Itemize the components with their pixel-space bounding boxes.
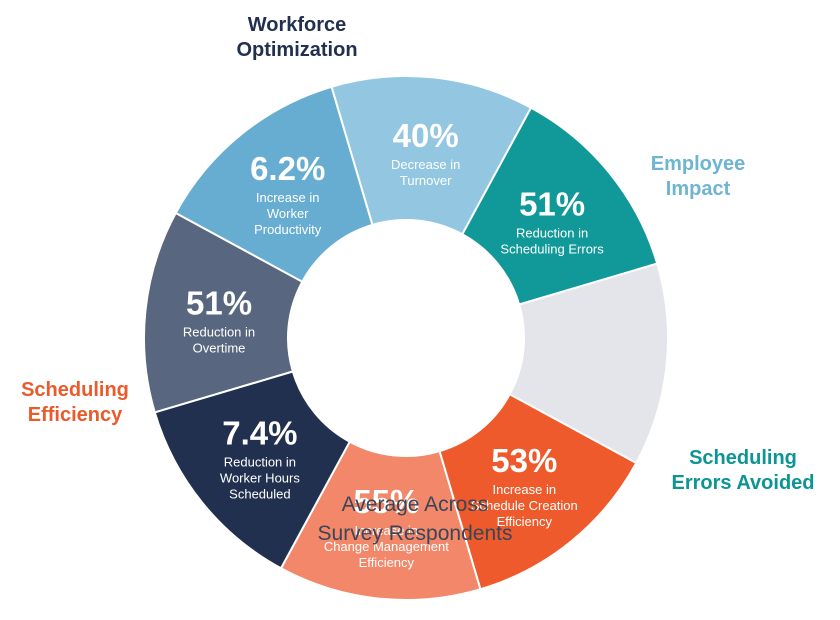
segment-description-line: Efficiency [497,514,553,529]
segment-description-line: Increase in [256,190,320,205]
group-label-line: Employee [650,153,746,175]
segment-description-line: Decrease in [391,157,460,172]
segment-description-line: Overtime [193,340,246,355]
segment-description-line: Schedule Creation [471,498,578,513]
segment-value: 51% [519,186,585,223]
segment-description-line: Reduction in [224,454,296,469]
segment-description-line: Reduction in [183,324,255,339]
segment-value: 51% [186,284,252,321]
segment-value: 53% [491,442,557,479]
segment-average [508,262,669,465]
segment-value: 40% [393,117,459,154]
group-label-line: Scheduling [689,447,797,469]
group-label-line: Optimization [236,39,358,61]
segment-description-line: Productivity [254,222,322,237]
segment-description-line: Change Management [324,539,449,554]
segment-change-management [279,440,482,601]
segment-scheduling-errors [460,106,659,306]
segment-worker-hours [153,370,352,570]
segment-overtime [143,211,304,414]
segment-description-line: Worker Hours [220,470,300,485]
segment-description-line: Turnover [400,173,452,188]
center-label-line: Average Across [341,493,489,516]
segment-value: 6.2% [250,150,325,187]
group-label-line: Workforce [247,14,347,36]
group-label-line: Scheduling [21,379,129,401]
group-label-line: Impact [665,178,731,200]
group-label-line: Errors Avoided [671,472,815,494]
segment-value: 55% [353,483,419,520]
segment-description-line: Increase in [493,482,557,497]
segment-schedule-creation [438,392,638,591]
segment-productivity [174,85,374,284]
segment-description-line: Increase in [355,523,419,538]
segment-turnover [330,75,533,236]
center-label-line: Survey Respondents [317,522,513,545]
group-label-workforce-optimization: Workforce Optimization [222,13,372,63]
segment-description-line: Efficiency [359,555,415,570]
segment-description-line: Reduction in [516,226,588,241]
segment-description-line: Worker [267,206,309,221]
group-label-scheduling-errors-avoided: Scheduling Errors Avoided [658,446,828,496]
group-label-scheduling-efficiency: Scheduling Efficiency [10,378,140,428]
segment-description-line: Scheduled [229,486,290,501]
group-label-line: Efficiency [27,404,123,426]
segment-description-line: Scheduling Errors [500,242,604,257]
segment-value: 7.4% [222,414,297,451]
center-label: Average Across Survey Respondents [250,490,580,548]
group-label-employee-impact: Employee Impact [638,152,758,202]
